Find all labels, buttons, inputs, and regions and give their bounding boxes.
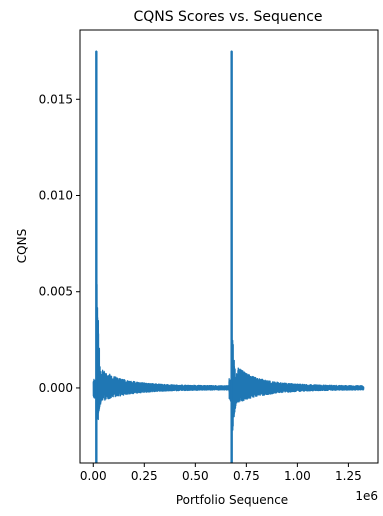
y-axis: 0.000 0.005 0.010 0.015 xyxy=(39,92,80,395)
x-tick-label: 0.50 xyxy=(182,469,209,483)
plot-frame xyxy=(79,29,379,464)
series-layer xyxy=(92,50,365,463)
y-tick-label: 0.000 xyxy=(39,381,73,395)
x-axis-label: Portfolio Sequence xyxy=(176,493,288,507)
y-tick-label: 0.010 xyxy=(39,189,73,203)
y-tick-label: 0.015 xyxy=(39,92,73,106)
x-tick-label: 0.00 xyxy=(80,469,107,483)
x-axis: 0.00 0.25 0.50 0.75 1.00 1.25 xyxy=(80,463,362,483)
x-tick-label: 0.75 xyxy=(233,469,260,483)
x-tick-label: 1.00 xyxy=(284,469,311,483)
series-line-segment-2 xyxy=(228,50,365,463)
x-axis-offset-label: 1e6 xyxy=(355,489,378,503)
x-tick-label: 0.25 xyxy=(131,469,158,483)
x-tick-label: 1.25 xyxy=(335,469,362,483)
chart-title: CQNS Scores vs. Sequence xyxy=(133,9,322,25)
y-tick-label: 0.005 xyxy=(39,285,73,299)
series-line-segment-1 xyxy=(92,50,230,463)
y-axis-label: CQNS xyxy=(15,229,29,263)
